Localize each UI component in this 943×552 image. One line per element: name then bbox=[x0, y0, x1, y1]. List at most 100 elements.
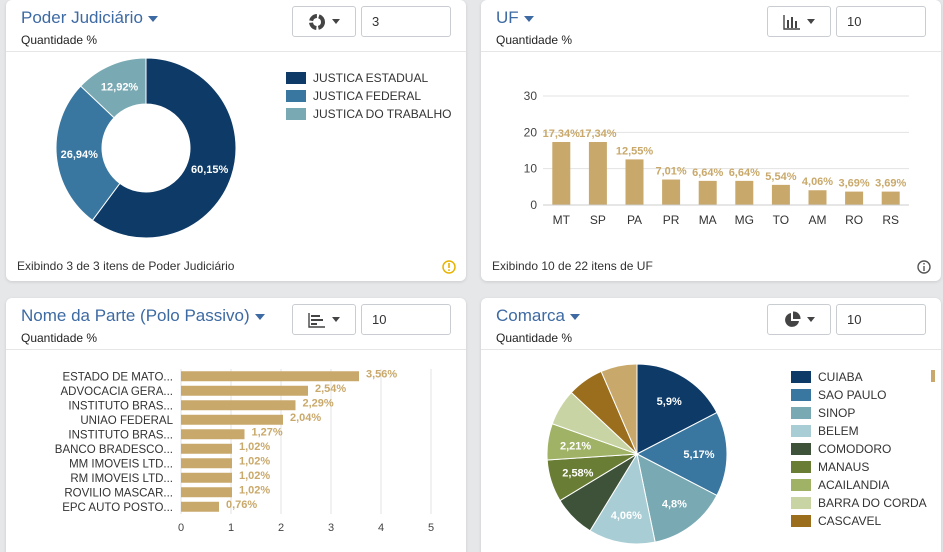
legend-swatch bbox=[286, 90, 306, 102]
comarca-pie-chart: 5,9% 5,17% 4,8% 4,06% 2,58% 2,21% bbox=[546, 363, 728, 545]
bar[interactable] bbox=[181, 487, 232, 498]
x-tick-label: MT bbox=[553, 213, 571, 227]
parte-hbar-chart: 0 1 2 3 4 5 3,56% ESTADO DE MATO... 2,54% ADVOCAC… bbox=[55, 368, 434, 534]
footer-status-text: Exibindo 3 de 3 itens de Poder Judiciári… bbox=[17, 259, 235, 273]
bar[interactable] bbox=[771, 184, 790, 205]
y-tick-label: ROVILIO MASCAR... bbox=[64, 487, 173, 499]
bar[interactable] bbox=[181, 400, 296, 411]
x-tick-label: PA bbox=[627, 213, 642, 227]
bar-data-label: 1,27% bbox=[252, 426, 283, 438]
bar[interactable] bbox=[181, 458, 232, 469]
pie-slice[interactable] bbox=[635, 411, 728, 497]
bar[interactable] bbox=[662, 179, 681, 205]
legend-item[interactable]: SAO PAULO bbox=[791, 386, 927, 404]
chevron-down-icon bbox=[807, 317, 815, 322]
x-tick-label: MA bbox=[699, 213, 717, 227]
slice-data-label: 4,8% bbox=[662, 498, 687, 510]
caret-down-icon bbox=[254, 314, 265, 320]
info-icon[interactable] bbox=[917, 260, 931, 274]
legend-item[interactable]: BARRA DO CORDA bbox=[791, 494, 927, 512]
legend-item[interactable]: CASCAVEL bbox=[791, 512, 927, 530]
bar[interactable] bbox=[881, 191, 900, 205]
legend-item[interactable]: CUIABA bbox=[791, 368, 927, 386]
bar[interactable] bbox=[181, 501, 219, 512]
pie-slice[interactable] bbox=[600, 363, 638, 455]
legend-swatch bbox=[791, 425, 811, 437]
legend-label: CASCAVEL bbox=[818, 514, 882, 528]
x-tick-label: AM bbox=[809, 213, 827, 227]
legend-item[interactable]: SINOP bbox=[791, 404, 927, 422]
legend-swatch bbox=[791, 497, 811, 509]
warning-info-icon[interactable] bbox=[442, 260, 456, 274]
bar[interactable] bbox=[552, 141, 571, 205]
pie-slice[interactable] bbox=[636, 363, 718, 455]
card-title-text: Poder Judiciário bbox=[21, 8, 143, 27]
pie-slice[interactable] bbox=[91, 57, 237, 239]
chart-type-button[interactable] bbox=[292, 6, 356, 37]
footer-status-text: Exibindo 10 de 22 itens de UF bbox=[492, 259, 653, 273]
item-limit-input[interactable] bbox=[361, 6, 451, 37]
nome-parte-card: Nome da Parte (Polo Passivo) Quantidade … bbox=[6, 298, 466, 552]
item-limit-input[interactable] bbox=[361, 304, 451, 335]
bar-data-label: 2,54% bbox=[315, 383, 346, 395]
card-header: Comarca Quantidade % bbox=[481, 298, 941, 350]
bar[interactable] bbox=[181, 385, 308, 396]
legend-label: MANAUS bbox=[818, 460, 870, 474]
caret-down-icon bbox=[147, 16, 158, 22]
legend-item[interactable]: ACAILANDIA bbox=[791, 476, 927, 494]
chart-type-button[interactable] bbox=[767, 304, 831, 335]
pie-slice[interactable] bbox=[589, 452, 656, 545]
bar[interactable] bbox=[845, 191, 864, 205]
chart-type-button[interactable] bbox=[292, 304, 356, 335]
slice-data-label: 5,9% bbox=[657, 396, 682, 408]
bar[interactable] bbox=[735, 180, 754, 205]
bar[interactable] bbox=[808, 190, 827, 205]
legend-item[interactable]: JUSTICA ESTADUAL bbox=[286, 69, 451, 87]
item-limit-input[interactable] bbox=[836, 304, 926, 335]
item-limit-input[interactable] bbox=[836, 6, 926, 37]
bar[interactable] bbox=[181, 472, 232, 483]
legend-scrollbar[interactable] bbox=[931, 370, 935, 382]
y-tick-label: RM IMOVEIS LTD... bbox=[70, 473, 173, 485]
bar-data-label: 2,29% bbox=[303, 397, 334, 409]
legend-item[interactable]: JUSTICA DO TRABALHO bbox=[286, 105, 451, 123]
bar-data-label: 1,02% bbox=[239, 470, 270, 482]
uf-bar-chart: 0 10 20 30 17,34% MT 17,34% SP 12,55% PA 7,01% PR 6,… bbox=[524, 89, 909, 227]
legend-item[interactable]: JUSTICA FEDERAL bbox=[286, 87, 451, 105]
x-tick-label: 2 bbox=[278, 522, 284, 534]
legend-item[interactable]: MANAUS bbox=[791, 458, 927, 476]
bar[interactable] bbox=[181, 443, 232, 454]
pie-slice[interactable] bbox=[55, 85, 121, 222]
x-tick-label: RO bbox=[845, 213, 863, 227]
x-tick-label: SP bbox=[590, 213, 606, 227]
x-tick-label: 5 bbox=[428, 522, 434, 534]
slice-data-label: 2,58% bbox=[562, 468, 593, 480]
bar[interactable] bbox=[625, 159, 644, 205]
card-title-text: Nome da Parte (Polo Passivo) bbox=[21, 306, 250, 325]
legend-label: JUSTICA DO TRABALHO bbox=[313, 107, 452, 121]
uf-title-dropdown[interactable]: UF bbox=[496, 8, 534, 28]
legend-item[interactable]: BELEM bbox=[791, 422, 927, 440]
bar[interactable] bbox=[588, 141, 607, 205]
bar[interactable] bbox=[698, 180, 717, 205]
x-tick-label: MG bbox=[735, 213, 754, 227]
y-tick-label: MM IMOVEIS LTD... bbox=[69, 458, 173, 470]
legend-item[interactable]: COMODORO bbox=[791, 440, 927, 458]
donut-chart: 60,15% 26,94% 12,92% bbox=[55, 57, 237, 239]
legend-label: CUIABA bbox=[818, 370, 863, 384]
bar[interactable] bbox=[181, 371, 359, 382]
chart-type-button[interactable] bbox=[767, 6, 831, 37]
uf-card: UF Quantidade % 0 10 20 30 17,34% MT 17,34% SP 1… bbox=[481, 0, 941, 281]
x-tick-label: RS bbox=[882, 213, 899, 227]
bar[interactable] bbox=[181, 429, 245, 440]
comarca-title-dropdown[interactable]: Comarca bbox=[496, 306, 580, 326]
pie-slice[interactable] bbox=[636, 453, 718, 543]
x-tick-label: 0 bbox=[178, 522, 184, 534]
legend-swatch bbox=[791, 515, 811, 527]
card-header: UF Quantidade % bbox=[481, 0, 941, 52]
pie-slice[interactable] bbox=[80, 57, 147, 119]
poder-judiciario-title-dropdown[interactable]: Poder Judiciário bbox=[21, 8, 158, 28]
bar[interactable] bbox=[181, 414, 283, 425]
nome-parte-title-dropdown[interactable]: Nome da Parte (Polo Passivo) bbox=[21, 306, 265, 326]
legend-label: SAO PAULO bbox=[818, 388, 887, 402]
